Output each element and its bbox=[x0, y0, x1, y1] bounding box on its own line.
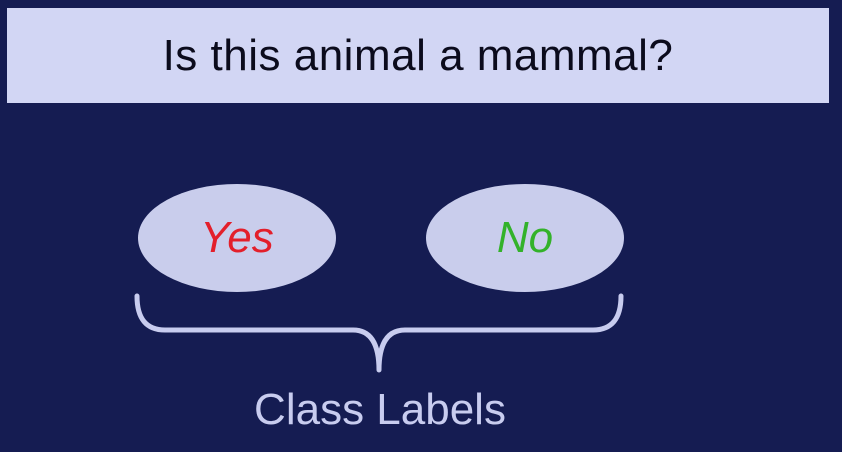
question-banner: Is this animal a mammal? bbox=[7, 8, 829, 103]
class-labels-caption: Class Labels bbox=[254, 385, 506, 434]
question-text: Is this animal a mammal? bbox=[162, 30, 674, 80]
class-label-yes: Yes bbox=[138, 184, 336, 292]
class-label-no: No bbox=[426, 184, 624, 292]
class-label-no-text: No bbox=[496, 213, 554, 262]
class-label-yes-text: Yes bbox=[200, 213, 274, 262]
curly-brace-icon bbox=[134, 293, 624, 373]
